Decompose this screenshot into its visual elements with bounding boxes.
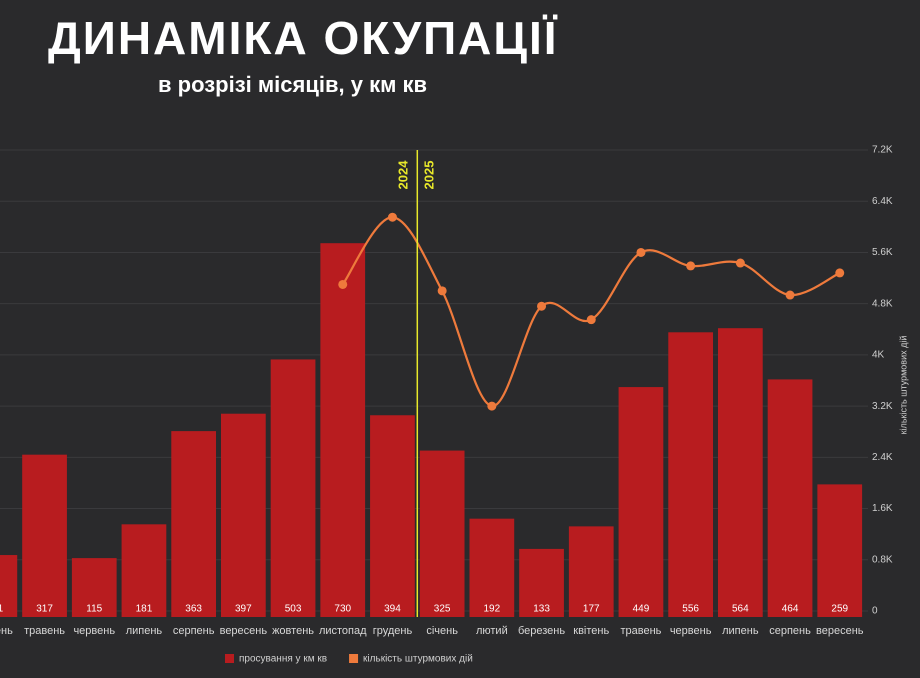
bar [22, 454, 67, 617]
y2-axis-label: кількість штурмових дій [898, 336, 908, 435]
x-tick-label: вересень [220, 625, 268, 637]
x-tick-label: квітень [0, 625, 13, 637]
y2-tick-label: 2.4K [872, 452, 893, 463]
bar [320, 243, 366, 617]
x-tick-label: травень [24, 625, 65, 637]
bar-value-label: 317 [36, 604, 53, 615]
x-tick-label: липень [722, 625, 759, 637]
x-tick-label: жовтень [272, 625, 314, 637]
x-tick-label: лютий [476, 625, 508, 637]
legend-swatch [225, 654, 234, 663]
line-marker [437, 286, 447, 296]
legend-label: просування у км кв [239, 654, 327, 665]
bar [419, 450, 465, 617]
bar [817, 484, 863, 617]
line-marker [387, 212, 397, 222]
y2-tick-label: 0 [872, 606, 878, 617]
line-marker [686, 261, 696, 271]
chart-title: ДИНАМІКА ОКУПАЦІЇ [48, 12, 558, 64]
bar-value-label: 177 [583, 604, 600, 615]
bar-value-label: 181 [136, 604, 153, 615]
x-tick-label: серпень [769, 625, 811, 637]
line-marker [537, 301, 547, 311]
bar-value-label: 121 [0, 604, 4, 615]
bar [171, 431, 217, 617]
y2-tick-label: 1.6K [872, 503, 893, 514]
line-marker [636, 247, 646, 257]
bar-value-label: 449 [633, 604, 650, 615]
bar-value-label: 192 [484, 604, 501, 615]
line-marker [338, 279, 348, 289]
bar-value-label: 394 [384, 604, 401, 615]
x-tick-label: листопад [319, 625, 367, 637]
annotation: 2024 [396, 160, 411, 190]
bar [519, 548, 564, 617]
bar-value-label: 464 [782, 604, 799, 615]
bar [121, 524, 167, 617]
x-tick-label: травень [620, 625, 661, 637]
bar-value-label: 363 [185, 604, 202, 615]
bar-value-label: 730 [334, 604, 351, 615]
y2-tick-label: 5.6K [872, 247, 893, 258]
bar [71, 558, 117, 617]
y2-tick-label: 7.2K [872, 145, 893, 156]
x-tick-label: вересень [816, 625, 864, 637]
y2-tick-label: 0.8K [872, 554, 893, 565]
bar [0, 555, 18, 617]
x-tick-label: липень [126, 625, 163, 637]
bar-value-label: 564 [732, 604, 749, 615]
bar [220, 413, 266, 617]
bar [668, 332, 714, 617]
line-marker [785, 290, 795, 300]
bar [767, 379, 813, 617]
legend-swatch [349, 654, 359, 663]
x-tick-label: січень [426, 625, 458, 637]
bar-value-label: 115 [86, 604, 102, 615]
x-tick-label: березень [518, 625, 565, 637]
line-marker [586, 315, 596, 325]
x-tick-label: грудень [373, 625, 413, 637]
bar [469, 518, 515, 617]
bar-value-label: 503 [285, 604, 302, 615]
y2-tick-label: 6.4K [872, 196, 893, 207]
bar [270, 359, 316, 617]
x-tick-label: серпень [173, 625, 215, 637]
bar-value-label: 397 [235, 604, 252, 615]
bar [370, 415, 415, 617]
y2-tick-label: 3.2K [872, 401, 893, 412]
y2-tick-label: 4.8K [872, 298, 893, 309]
bar-value-label: 133 [533, 604, 550, 615]
bar-value-label: 556 [682, 604, 699, 615]
x-tick-label: квітень [573, 625, 609, 637]
annotation: 2025 [422, 161, 437, 190]
x-tick-label: червень [73, 625, 115, 637]
bar [717, 328, 763, 617]
bar-value-label: 259 [831, 604, 848, 615]
legend-label: кількість штурмових дій [363, 654, 473, 665]
line-marker [835, 268, 845, 278]
line-marker [487, 401, 497, 411]
x-tick-label: червень [670, 625, 712, 637]
chart-subtitle: в розрізі місяців, у км кв [158, 72, 427, 97]
y2-tick-label: 4K [872, 350, 885, 361]
line-marker [735, 258, 745, 268]
bar-value-label: 325 [434, 604, 451, 615]
bar [568, 526, 614, 617]
bar [618, 387, 664, 617]
